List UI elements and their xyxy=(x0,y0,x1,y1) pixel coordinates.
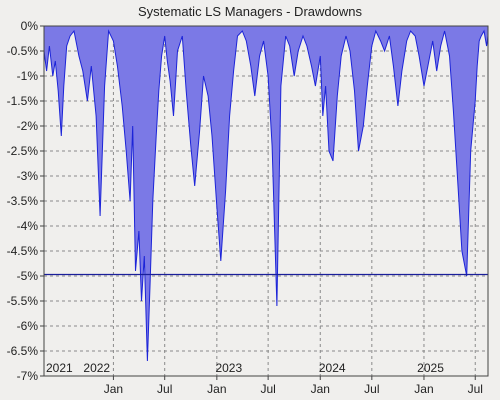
x-tick-label: Jul xyxy=(260,382,275,396)
y-tick-label: -3% xyxy=(17,169,39,183)
y-tick-label: -1% xyxy=(17,69,39,83)
y-tick-label: -6.5% xyxy=(7,344,39,358)
year-label: 2025 xyxy=(417,361,444,375)
chart-title: Systematic LS Managers - Drawdowns xyxy=(138,4,362,19)
y-tick-label: -1.5% xyxy=(7,94,39,108)
y-tick-label: -0.5% xyxy=(7,44,39,58)
y-tick-label: -2.5% xyxy=(7,144,39,158)
y-tick-label: -5.5% xyxy=(7,294,39,308)
y-tick-label: -7% xyxy=(17,369,39,383)
year-label: 2021 xyxy=(46,361,73,375)
y-tick-label: -2% xyxy=(17,119,39,133)
plot-frame xyxy=(43,25,489,377)
year-label: 2024 xyxy=(319,361,346,375)
x-tick-label: Jul xyxy=(157,382,172,396)
year-label: 2023 xyxy=(215,361,242,375)
y-tick-label: 0% xyxy=(21,19,39,33)
drawdown-line xyxy=(43,29,489,362)
y-tick-label: -4.5% xyxy=(7,244,39,258)
x-tick-label: Jul xyxy=(468,382,483,396)
y-tick-label: -6% xyxy=(17,319,39,333)
x-tick-label: Jul xyxy=(364,382,379,396)
x-tick-label: Jan xyxy=(311,382,330,396)
x-tick-label: Jan xyxy=(104,382,123,396)
x-tick-label: Jan xyxy=(414,382,433,396)
y-tick-label: -3.5% xyxy=(7,194,39,208)
x-tick-label: Jan xyxy=(207,382,226,396)
y-tick-label: -5% xyxy=(17,269,39,283)
y-tick-label: -4% xyxy=(17,219,39,233)
year-label: 2022 xyxy=(83,361,110,375)
drawdown-area xyxy=(44,26,488,361)
